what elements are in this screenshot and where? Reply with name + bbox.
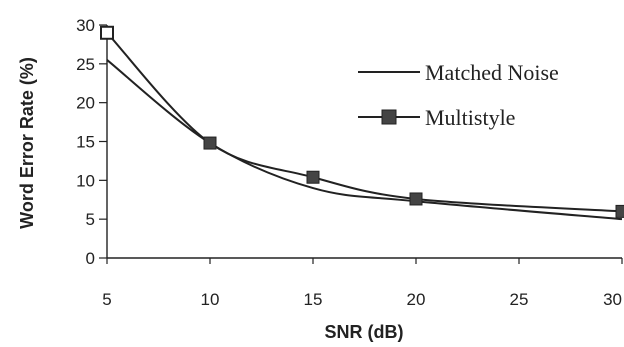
y-tick-label: 30 <box>76 16 95 35</box>
series-line-matched-noise <box>106 59 623 221</box>
x-axis-ticks: 5 10 15 20 25 30 <box>102 258 623 309</box>
data-point-multistyle <box>100 25 114 40</box>
data-point-multistyle <box>409 192 423 206</box>
y-tick-label: 5 <box>86 210 95 229</box>
legend-marker-multistyle <box>381 109 397 125</box>
data-point-multistyle <box>306 170 320 184</box>
data-point-multistyle <box>203 136 217 150</box>
x-tick-label: 25 <box>510 290 529 309</box>
x-tick-label: 30 <box>603 290 622 309</box>
legend-item-matched-noise: Matched Noise <box>358 60 559 85</box>
y-tick-label: 25 <box>76 55 95 74</box>
x-tick-label: 5 <box>102 290 111 309</box>
y-axis-ticks: 0 5 10 15 20 25 30 <box>76 16 107 268</box>
y-tick-label: 15 <box>76 133 95 152</box>
legend-label-matched-noise: Matched Noise <box>425 60 559 85</box>
y-axis-title: Word Error Rate (%) <box>17 57 37 229</box>
y-tick-label: 10 <box>76 171 95 190</box>
legend: Matched Noise Multistyle <box>358 60 559 130</box>
data-point-multistyle <box>615 204 624 218</box>
y-tick-label: 20 <box>76 94 95 113</box>
x-tick-label: 15 <box>304 290 323 309</box>
legend-label-multistyle: Multistyle <box>425 105 515 130</box>
x-tick-label: 10 <box>201 290 220 309</box>
y-tick-label: 0 <box>86 249 95 268</box>
series-markers <box>100 25 624 218</box>
legend-item-multistyle: Multistyle <box>358 105 515 130</box>
x-axis-title: SNR (dB) <box>325 322 404 342</box>
x-tick-label: 20 <box>407 290 426 309</box>
